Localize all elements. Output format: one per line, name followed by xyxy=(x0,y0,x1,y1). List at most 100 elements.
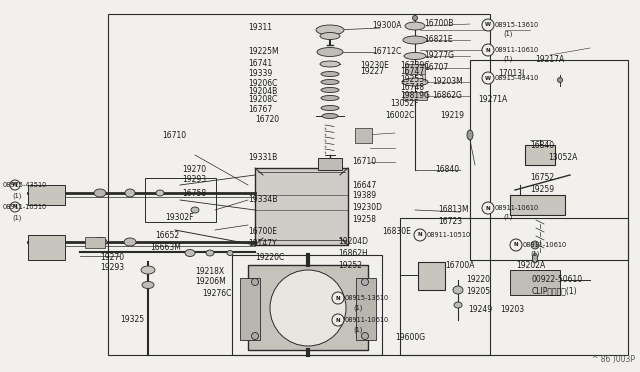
Text: 19208C: 19208C xyxy=(248,94,277,103)
Text: (1): (1) xyxy=(12,215,21,221)
Bar xyxy=(232,255,382,355)
Bar xyxy=(356,278,376,340)
Text: 19258: 19258 xyxy=(352,215,376,224)
Bar xyxy=(418,262,445,290)
Text: 19277G: 19277G xyxy=(424,51,454,61)
Circle shape xyxy=(414,229,426,241)
Text: 19293: 19293 xyxy=(182,176,206,185)
Text: 16862H: 16862H xyxy=(338,250,368,259)
Text: N: N xyxy=(336,317,340,323)
Text: W: W xyxy=(485,22,491,28)
Text: 19334B: 19334B xyxy=(248,196,277,205)
Text: 19218X: 19218X xyxy=(195,267,224,276)
Ellipse shape xyxy=(316,25,344,35)
Text: N: N xyxy=(514,243,518,247)
Circle shape xyxy=(332,314,344,326)
Bar xyxy=(108,14,490,355)
Text: 19206M: 19206M xyxy=(195,278,226,286)
Circle shape xyxy=(482,202,494,214)
Ellipse shape xyxy=(321,106,339,110)
Bar xyxy=(240,278,260,340)
Circle shape xyxy=(270,270,346,346)
Text: 19203M: 19203M xyxy=(432,77,463,87)
Ellipse shape xyxy=(252,279,259,285)
Text: 08911-10510: 08911-10510 xyxy=(427,232,471,238)
Text: 17013J: 17013J xyxy=(498,68,524,77)
Text: (1): (1) xyxy=(12,193,21,199)
Bar xyxy=(85,237,105,248)
Text: N: N xyxy=(418,232,422,237)
Bar xyxy=(28,185,65,205)
Ellipse shape xyxy=(156,190,164,196)
Text: 16752: 16752 xyxy=(530,173,554,183)
Text: ^ 86 )003P: ^ 86 )003P xyxy=(592,355,635,364)
Text: 19249: 19249 xyxy=(468,305,492,314)
Text: 19325: 19325 xyxy=(120,315,144,324)
Text: 19220: 19220 xyxy=(466,276,490,285)
Bar xyxy=(525,145,555,165)
Ellipse shape xyxy=(467,130,473,140)
Text: N: N xyxy=(486,205,490,211)
Text: 16739C: 16739C xyxy=(400,61,429,70)
Ellipse shape xyxy=(321,87,339,93)
Text: 16720: 16720 xyxy=(255,115,279,124)
Text: 19227: 19227 xyxy=(360,67,384,76)
Circle shape xyxy=(10,180,20,190)
Text: 19276C: 19276C xyxy=(202,289,232,298)
Text: 19252: 19252 xyxy=(338,260,362,269)
Text: 19389: 19389 xyxy=(352,192,376,201)
Text: 16700E: 16700E xyxy=(248,228,277,237)
Text: 16813M: 16813M xyxy=(438,205,468,215)
Text: 16700B: 16700B xyxy=(424,19,453,29)
Bar xyxy=(318,158,342,170)
Text: 16840: 16840 xyxy=(435,166,459,174)
Text: 16767: 16767 xyxy=(248,105,272,113)
Text: CLIPクリップ(1): CLIPクリップ(1) xyxy=(532,286,578,295)
Bar xyxy=(470,60,628,260)
Ellipse shape xyxy=(320,61,340,67)
Text: 16700A: 16700A xyxy=(445,260,474,269)
Text: 19331B: 19331B xyxy=(248,154,277,163)
Text: 19270: 19270 xyxy=(182,166,206,174)
Text: 19302F: 19302F xyxy=(165,214,193,222)
Bar xyxy=(255,168,348,245)
Text: 19270: 19270 xyxy=(100,253,124,263)
Ellipse shape xyxy=(93,237,107,247)
Text: (1): (1) xyxy=(353,327,362,333)
Text: 08911-10610: 08911-10610 xyxy=(495,47,540,53)
Text: 16002C: 16002C xyxy=(385,110,414,119)
Text: (1): (1) xyxy=(530,251,540,257)
Ellipse shape xyxy=(320,32,340,39)
Text: 16723: 16723 xyxy=(438,218,462,227)
Text: 19230E: 19230E xyxy=(360,61,389,70)
Text: 19204D: 19204D xyxy=(338,237,368,247)
Text: W: W xyxy=(12,183,18,187)
Text: 08911-10510: 08911-10510 xyxy=(3,204,47,210)
Text: 19339: 19339 xyxy=(248,70,272,78)
Ellipse shape xyxy=(532,253,538,263)
Ellipse shape xyxy=(531,241,539,249)
Ellipse shape xyxy=(227,250,233,256)
Ellipse shape xyxy=(321,96,339,100)
Text: 00922-50610: 00922-50610 xyxy=(532,276,583,285)
Text: 19253I: 19253I xyxy=(400,74,426,83)
Text: 16758: 16758 xyxy=(182,189,206,198)
Text: (1): (1) xyxy=(503,214,513,220)
Ellipse shape xyxy=(321,71,339,77)
Text: 16712C: 16712C xyxy=(372,48,401,57)
Circle shape xyxy=(482,44,494,56)
Ellipse shape xyxy=(404,52,426,60)
Text: 16830E: 16830E xyxy=(382,228,411,237)
Text: N: N xyxy=(336,295,340,301)
Ellipse shape xyxy=(317,48,343,57)
Ellipse shape xyxy=(124,238,136,246)
Text: 19230D: 19230D xyxy=(352,203,382,212)
Text: N: N xyxy=(486,48,490,52)
Circle shape xyxy=(510,239,522,251)
Text: 16747: 16747 xyxy=(400,67,424,76)
Text: 19204B: 19204B xyxy=(248,87,277,96)
Text: 16663M: 16663M xyxy=(150,244,181,253)
Text: 19311: 19311 xyxy=(248,22,272,32)
Text: W: W xyxy=(485,76,491,80)
Ellipse shape xyxy=(402,78,428,86)
